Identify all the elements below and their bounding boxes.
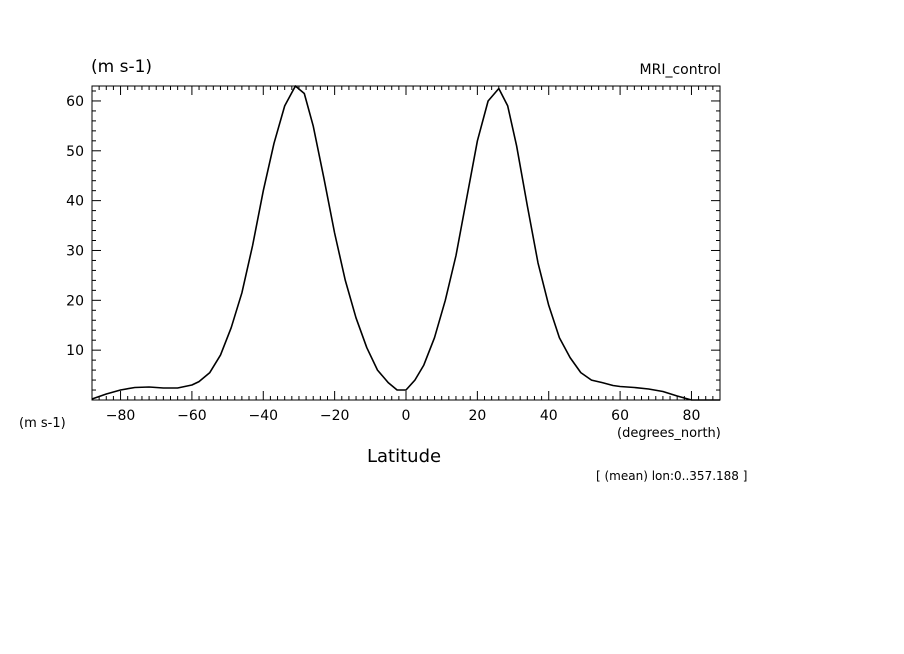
x-tick-label: −40 [248, 408, 278, 424]
x-tick-label: 80 [683, 408, 701, 424]
y-tick-label: 40 [66, 194, 84, 210]
x-tick-label: 40 [540, 408, 558, 424]
y-tick-label: 30 [66, 243, 84, 259]
y-units-label: (m s-1) [91, 57, 153, 77]
x-tick-label: −60 [177, 408, 207, 424]
x-tick-label: 60 [611, 408, 629, 424]
y-tick-label: 60 [66, 94, 84, 110]
dataset-label: MRI_control [639, 62, 721, 78]
y-tick-label: 10 [66, 343, 84, 359]
y-units-label-left: (m s-1) [19, 416, 66, 431]
y-tick-label: 20 [66, 293, 84, 309]
y-tick-label: 50 [66, 144, 84, 160]
x-units-label: (degrees_north) [617, 426, 721, 441]
x-tick-label: −20 [320, 408, 350, 424]
x-tick-label: −80 [106, 408, 136, 424]
subset-label: [ (mean) lon:0..357.188 ] [596, 469, 748, 483]
series-line-0 [91, 85, 720, 401]
x-tick-label: 20 [468, 408, 486, 424]
x-tick-label: 0 [402, 408, 411, 424]
plot-frame [91, 85, 721, 401]
x-axis-title: Latitude [367, 446, 442, 467]
